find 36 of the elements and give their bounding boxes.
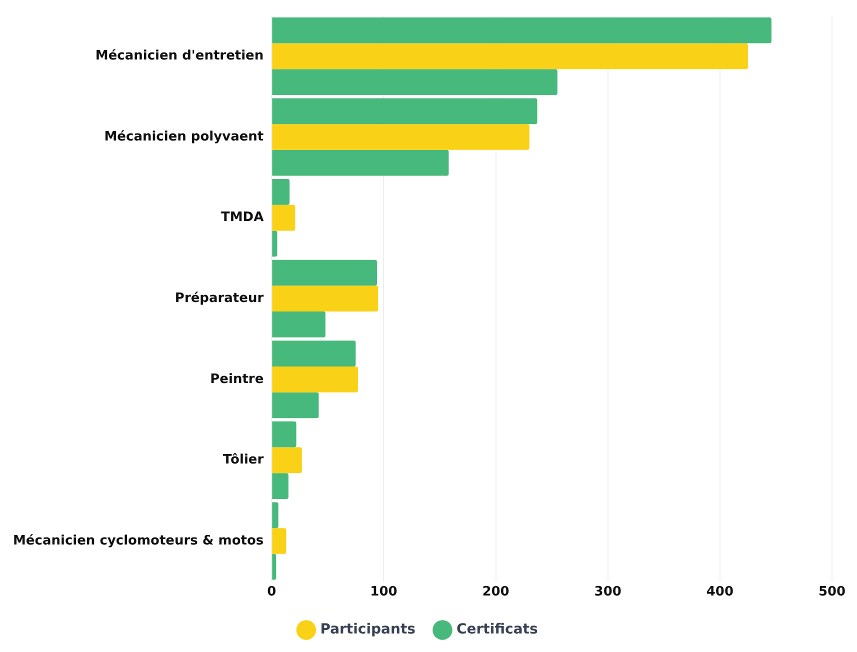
bar [272, 179, 290, 205]
bar [272, 366, 358, 392]
bar [272, 230, 278, 257]
bar [272, 43, 748, 70]
y-tick-label: Préparateur [174, 290, 264, 306]
y-tick-label: Tôlier [222, 452, 264, 468]
bar [272, 312, 326, 338]
bar [272, 473, 288, 499]
bar [272, 340, 356, 366]
bar [272, 286, 378, 312]
y-tick-label: Mécanicien cyclomoteurs & motos [12, 533, 264, 548]
bar [272, 204, 296, 231]
x-tick-label: 500 [818, 584, 846, 600]
x-tick-label: 400 [706, 584, 734, 600]
bar [272, 447, 302, 474]
bar [272, 392, 319, 418]
y-tick-label: Mécanicien polyvaent [104, 129, 264, 144]
y-tick-label: Peintre [210, 372, 264, 387]
bar [272, 69, 558, 95]
bar [272, 124, 530, 150]
legend-label: Certificats [456, 622, 538, 638]
bar [272, 17, 772, 44]
bar [272, 554, 276, 580]
x-tick-label: 300 [594, 584, 622, 600]
y-tick-label: Mécanicien d'entretien [95, 48, 264, 64]
bar [272, 502, 278, 528]
x-tick-label: 0 [267, 584, 276, 600]
x-tick-label: 100 [370, 584, 398, 600]
legend-label: Participants [320, 622, 416, 638]
bar [272, 260, 377, 286]
bar [272, 150, 449, 176]
bar [272, 98, 538, 124]
y-tick-label: TMDA [220, 210, 264, 226]
bar [272, 528, 286, 554]
bar [272, 421, 296, 448]
x-tick-label: 200 [482, 584, 510, 600]
